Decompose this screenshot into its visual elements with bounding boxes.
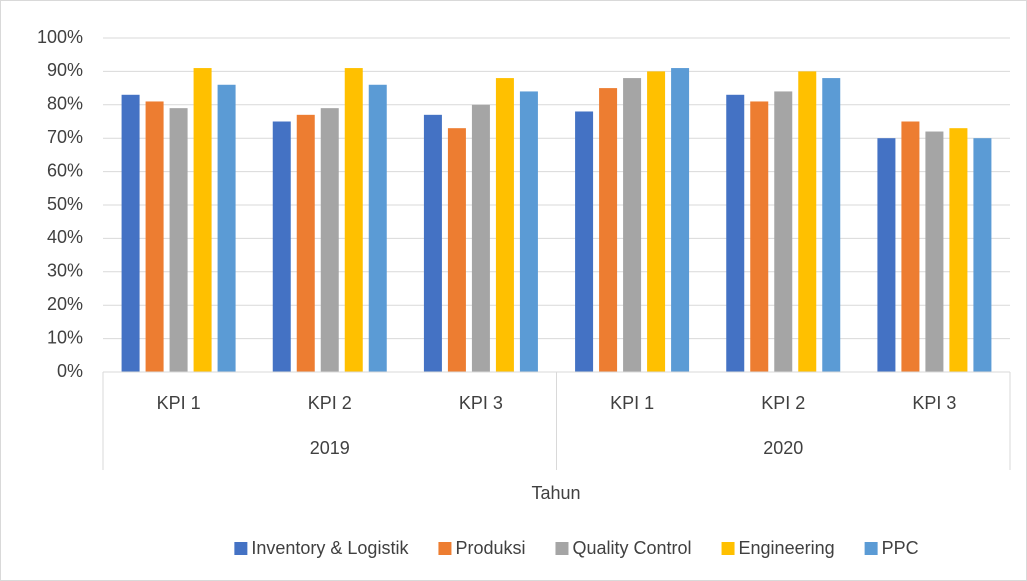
bar	[321, 108, 339, 372]
y-tick-label: 100%	[37, 27, 83, 47]
bar	[671, 68, 689, 372]
chart: Tahun 0% 10% 20% 30% 40% 50% 60% 70% 80% 90% 100% K…	[0, 0, 1027, 581]
x-tick-label: KPI 3	[459, 393, 503, 413]
y-tick-label: 20%	[47, 294, 83, 314]
x-axis-title: Tahun	[531, 483, 580, 503]
bar	[122, 95, 140, 372]
x-tick-label: KPI 2	[761, 393, 805, 413]
bar	[925, 132, 943, 372]
bar	[170, 108, 188, 372]
bar	[575, 111, 593, 372]
legend-swatch	[722, 542, 735, 555]
y-tick-label: 60%	[47, 160, 83, 180]
legend-label: Quality Control	[572, 538, 691, 558]
bar	[647, 71, 665, 372]
bar	[973, 138, 991, 372]
bar	[273, 122, 291, 373]
bar	[146, 101, 164, 372]
legend-swatch	[865, 542, 878, 555]
y-tick-label: 50%	[47, 194, 83, 214]
bar	[949, 128, 967, 372]
y-tick-label: 0%	[57, 361, 83, 381]
bar	[774, 91, 792, 372]
bar	[520, 91, 538, 372]
bar	[798, 71, 816, 372]
bar	[877, 138, 895, 372]
legend-label: Inventory & Logistik	[251, 538, 409, 558]
bar	[472, 105, 490, 372]
y-tick-label: 70%	[47, 127, 83, 147]
bar	[448, 128, 466, 372]
bar	[901, 122, 919, 373]
bar	[623, 78, 641, 372]
legend-swatch	[234, 542, 247, 555]
y-tick-label: 80%	[47, 94, 83, 114]
bar	[750, 101, 768, 372]
legend-label: Engineering	[739, 538, 835, 558]
y-tick-label: 10%	[47, 327, 83, 347]
legend-swatch	[438, 542, 451, 555]
group-label: 2019	[310, 438, 350, 458]
x-tick-label: KPI 2	[308, 393, 352, 413]
group-label: 2020	[763, 438, 803, 458]
bar	[424, 115, 442, 372]
y-tick-label: 40%	[47, 227, 83, 247]
bar	[369, 85, 387, 372]
bar	[345, 68, 363, 372]
y-tick-label: 90%	[47, 60, 83, 80]
bar	[822, 78, 840, 372]
x-tick-label: KPI 1	[157, 393, 201, 413]
bar	[496, 78, 514, 372]
legend-label: PPC	[882, 538, 919, 558]
legend-swatch	[555, 542, 568, 555]
bar	[726, 95, 744, 372]
bar	[297, 115, 315, 372]
x-tick-label: KPI 3	[912, 393, 956, 413]
bar	[599, 88, 617, 372]
legend-label: Produksi	[455, 538, 525, 558]
bar	[218, 85, 236, 372]
bar	[194, 68, 212, 372]
x-tick-label: KPI 1	[610, 393, 654, 413]
y-tick-label: 30%	[47, 261, 83, 281]
